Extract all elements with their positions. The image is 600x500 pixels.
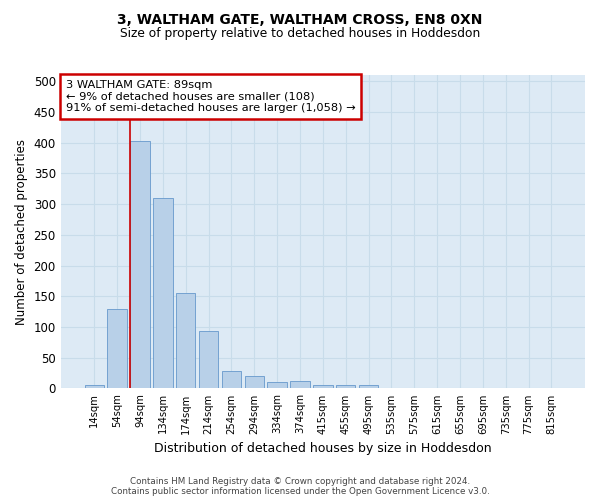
Bar: [245, 376, 264, 388]
Text: Size of property relative to detached houses in Hoddesdon: Size of property relative to detached ho…: [120, 28, 480, 40]
Bar: [290, 381, 310, 388]
Bar: [268, 382, 287, 388]
Bar: [221, 371, 241, 388]
Bar: [107, 308, 127, 388]
Text: 3, WALTHAM GATE, WALTHAM CROSS, EN8 0XN: 3, WALTHAM GATE, WALTHAM CROSS, EN8 0XN: [118, 12, 482, 26]
Bar: [130, 141, 149, 388]
Text: 3 WALTHAM GATE: 89sqm
← 9% of detached houses are smaller (108)
91% of semi-deta: 3 WALTHAM GATE: 89sqm ← 9% of detached h…: [66, 80, 356, 113]
Bar: [336, 384, 355, 388]
Y-axis label: Number of detached properties: Number of detached properties: [15, 138, 28, 324]
Bar: [85, 386, 104, 388]
Bar: [313, 386, 332, 388]
X-axis label: Distribution of detached houses by size in Hoddesdon: Distribution of detached houses by size …: [154, 442, 491, 455]
Bar: [359, 384, 378, 388]
Text: Contains HM Land Registry data © Crown copyright and database right 2024.
Contai: Contains HM Land Registry data © Crown c…: [110, 476, 490, 496]
Bar: [199, 332, 218, 388]
Bar: [153, 198, 173, 388]
Bar: [176, 293, 196, 388]
